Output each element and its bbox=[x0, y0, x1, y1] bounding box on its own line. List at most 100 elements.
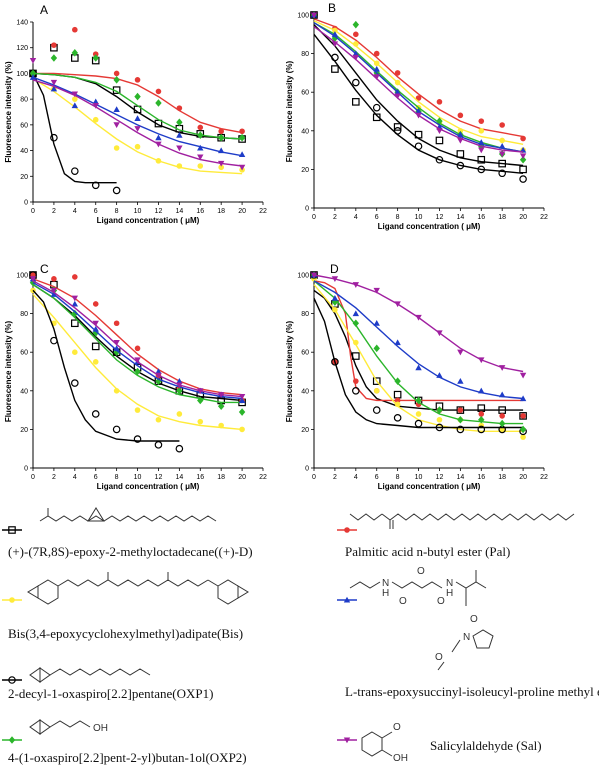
pep-atom-n3: N bbox=[463, 632, 470, 643]
data-point-ca-074 bbox=[331, 31, 339, 37]
data-point-sal bbox=[50, 79, 58, 86]
data-point-bis bbox=[113, 145, 120, 151]
x-tick-label: 12 bbox=[155, 474, 163, 481]
fit-line-pal bbox=[32, 278, 243, 396]
legend-marker-pal bbox=[337, 527, 357, 533]
data-point-oxp2 bbox=[394, 377, 401, 385]
fit-line-d bbox=[313, 289, 524, 411]
data-point-sal bbox=[238, 164, 246, 171]
data-point-ca-074 bbox=[394, 89, 401, 95]
data-point-sal bbox=[71, 295, 79, 302]
data-point-bis bbox=[499, 137, 505, 144]
data-point-d bbox=[71, 319, 79, 328]
series-ca-074-b bbox=[310, 11, 527, 153]
x-axis-label-d: Ligand concentration ( μM) bbox=[378, 482, 481, 491]
data-point-d bbox=[414, 130, 423, 139]
data-point-pal bbox=[394, 70, 401, 76]
data-point-bis bbox=[92, 116, 99, 123]
data-point-ca-074 bbox=[498, 143, 506, 149]
oxp2-oh-text: OH bbox=[93, 723, 108, 734]
x-tick-label: 18 bbox=[217, 208, 225, 215]
y-tick-label: 60 bbox=[20, 122, 28, 129]
data-point-oxp2 bbox=[352, 20, 360, 29]
data-point-bis bbox=[353, 41, 359, 47]
data-point-bis bbox=[176, 411, 183, 417]
data-point-bis bbox=[457, 128, 464, 134]
fit-line-oxp1 bbox=[313, 33, 524, 174]
x-axis-label-c: Ligand concentration ( μM) bbox=[97, 482, 200, 491]
sal-oh-text: OH bbox=[393, 753, 408, 764]
x-tick-label: 0 bbox=[31, 474, 35, 481]
data-point-ca-074 bbox=[373, 65, 380, 72]
data-point-pal bbox=[113, 320, 120, 327]
data-point-sal bbox=[113, 339, 120, 346]
data-point-ca-074 bbox=[155, 368, 162, 375]
data-point-pal bbox=[520, 135, 526, 142]
fit-line-bis bbox=[313, 284, 524, 432]
data-point-bis bbox=[332, 27, 338, 34]
y-tick-label: 100 bbox=[16, 71, 28, 78]
x-tick-label: 2 bbox=[52, 208, 56, 215]
compound-legend: (+)-(7R,8S)-epoxy-2-methyloctadecane((+)… bbox=[2, 507, 599, 765]
data-point-d bbox=[498, 159, 506, 168]
x-tick-label: 10 bbox=[134, 474, 142, 481]
data-point-oxp2 bbox=[436, 406, 443, 414]
fit-line-d bbox=[313, 24, 524, 167]
data-point-d bbox=[477, 155, 486, 164]
pep-atom-o1: O bbox=[399, 596, 407, 607]
data-point-oxp2 bbox=[197, 131, 204, 139]
data-point-ca-074 bbox=[457, 131, 464, 138]
data-point-pal bbox=[478, 411, 485, 417]
y-tick-label: 0 bbox=[305, 466, 309, 473]
data-point-pal bbox=[457, 407, 464, 413]
data-point-d bbox=[331, 65, 339, 73]
data-point-pal bbox=[373, 50, 380, 57]
legend-item-pal: Palmitic acid n-butyl ester (Pal) bbox=[337, 513, 575, 559]
structure-sal-image: O OH bbox=[361, 722, 408, 764]
data-point-sal bbox=[29, 276, 37, 283]
y-tick-label: 40 bbox=[301, 388, 309, 395]
legend-symbol bbox=[343, 737, 351, 744]
data-point-ca-074 bbox=[238, 151, 246, 157]
data-point-pal bbox=[92, 51, 99, 57]
legend-item-ca074: N H O O O N H O N O L-trans-epoxysucciny… bbox=[337, 566, 599, 699]
y-tick-label: 80 bbox=[20, 311, 28, 318]
x-tick-label: 22 bbox=[540, 474, 548, 481]
data-point-pal bbox=[218, 128, 224, 135]
data-point-ca-074 bbox=[155, 134, 162, 141]
data-point-oxp2 bbox=[176, 118, 183, 127]
y-tick-label: 60 bbox=[301, 350, 309, 357]
x-tick-label: 4 bbox=[73, 208, 77, 215]
data-point-oxp2 bbox=[478, 415, 485, 424]
x-tick-label: 8 bbox=[115, 208, 119, 215]
y-axis-label-d: Fluorescence intensity (%) bbox=[285, 320, 294, 422]
series-sal-a bbox=[29, 58, 246, 171]
data-point-ca-074 bbox=[71, 300, 79, 307]
data-point-oxp2 bbox=[352, 319, 360, 328]
data-point-bis bbox=[134, 143, 141, 150]
data-point-bis bbox=[353, 339, 359, 346]
fit-line-ca-074 bbox=[32, 282, 243, 400]
data-point-pal bbox=[415, 95, 422, 101]
data-point-oxp2 bbox=[415, 396, 422, 405]
data-point-pal bbox=[134, 77, 141, 83]
x-tick-label: 0 bbox=[312, 474, 316, 481]
data-point-ca-074 bbox=[50, 85, 58, 92]
chart-panel-b: B 0 20 40 60 80 100 0 2 4 6 8 10 12 14 16 18 20 22 Ligand c… bbox=[285, 1, 548, 231]
data-point-oxp1 bbox=[435, 423, 444, 432]
data-point-oxp2 bbox=[176, 387, 183, 395]
legend-label-oxp1: 2-decyl-1-oxaspiro[2.2]pentane(OXP1) bbox=[8, 686, 213, 701]
x-tick-label: 6 bbox=[94, 474, 98, 481]
series-sal-d bbox=[310, 272, 527, 379]
data-point-ca-074 bbox=[478, 139, 485, 145]
data-point-oxp1 bbox=[477, 425, 486, 434]
series-d-b bbox=[310, 11, 527, 174]
y-tick-label: 20 bbox=[20, 174, 28, 181]
data-point-ca-074 bbox=[71, 102, 79, 109]
x-tick-label: 6 bbox=[375, 214, 379, 221]
data-point-oxp1 bbox=[393, 127, 402, 135]
panel-title-c: C bbox=[40, 262, 49, 276]
y-tick-label: 60 bbox=[20, 350, 28, 357]
x-tick-label: 2 bbox=[52, 474, 56, 481]
series-oxp2-a bbox=[29, 49, 246, 142]
